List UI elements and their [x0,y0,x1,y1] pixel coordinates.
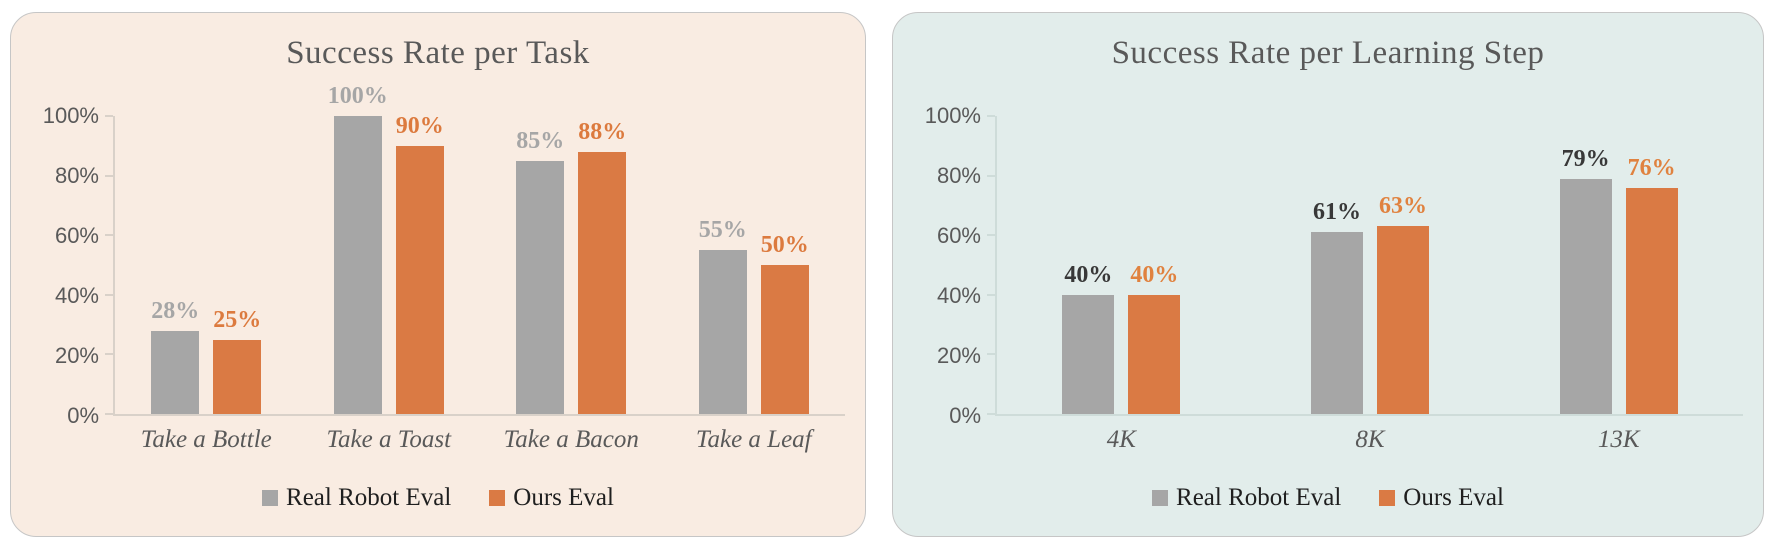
bar-real-robot-eval: 79% [1559,146,1612,414]
bar-value-label: 55% [698,217,747,244]
bar-value-label: 28% [151,297,200,324]
y-tick-label: 0% [67,403,99,428]
category-label: Take a Leaf [695,426,812,453]
bar-value-label: 61% [1313,199,1361,226]
legend: Real Robot Eval Ours Eval [913,484,1743,518]
bar-ours-eval: 76% [1625,155,1678,414]
category-label: Take a Bacon [503,426,639,453]
bar-pair: 100% 90% [328,83,444,414]
bar-value-label: 100% [327,83,388,109]
legend-item: Ours Eval [489,484,614,512]
chart-panel-success-rate-per-learning-step: Success Rate per Learning Step 0% 20% 40% 6… [892,12,1764,537]
y-tick-label: 20% [54,343,99,368]
legend-swatch [1152,490,1169,506]
bar-real-robot-eval: 61% [1311,199,1363,414]
chart-body: 0% 20% 40% 60% 80% 100% 40% 40% 4K 61% 63% 8K 79% 76… [913,105,1743,453]
y-tick-label: 20% [936,343,981,368]
bar-group: 61% 63% 8K [1246,116,1495,453]
legend-item: Real Robot Eval [262,484,451,512]
y-tick-label: 60% [936,223,981,248]
y-tick-label: 80% [54,163,99,188]
bar-pair: 28% 25% [151,116,262,414]
bar-real-robot-eval: 40% [1062,262,1115,414]
legend-label: Ours Eval [513,484,614,511]
y-tick-mark [105,353,113,356]
bar-group: 100% 90% Take a Toast [298,83,481,453]
y-tick-label: 100% [42,103,99,128]
y-tick-mark [105,234,113,237]
bar-group: 85% 88% Take a Bacon [480,116,663,453]
bar-pair: 55% 50% [698,116,809,414]
bar-pair: 85% 88% [516,116,627,414]
bar-group: 55% 50% Take a Leaf [663,116,846,453]
bar-group: 28% 25% Take a Bottle [115,116,298,453]
category-label: Take a Toast [326,426,452,453]
y-tick-label: 100% [924,103,981,128]
y-tick-mark [105,174,113,177]
chart-title: Success Rate per Learning Step [1111,35,1545,71]
bar-ours-eval: 88% [578,119,627,414]
y-tick-label: 60% [54,223,99,248]
chart-body: 0% 20% 40% 60% 80% 100% 28% 25% Take a Bottle 10… [31,83,846,453]
bar-value-label: 40% [1130,261,1179,288]
y-tick-mark [987,234,995,237]
bar-value-label: 88% [578,118,627,145]
bar-value-label: 50% [760,232,809,258]
category-label: 13K [1597,426,1640,453]
legend-label: Real Robot Eval [286,484,452,511]
legend-item: Ours Eval [1379,484,1504,512]
y-tick-mark [987,413,995,415]
bar-real-robot-eval: 28% [151,298,200,414]
y-tick-mark [105,293,113,296]
y-tick-label: 0% [949,403,981,428]
bar-group: 40% 40% 4K [997,116,1246,453]
bar-value-label: 63% [1379,193,1427,220]
bar-value-label: 25% [213,306,262,333]
y-tick-label: 40% [54,283,99,308]
legend-item: Real Robot Eval [1152,484,1341,512]
bar-group: 79% 76% 13K [1494,116,1743,453]
bar-pair: 61% 63% [1311,116,1429,414]
bar-real-robot-eval: 100% [328,83,388,414]
bar-real-robot-eval: 55% [698,217,747,414]
legend-label: Ours Eval [1403,484,1504,511]
bar-ours-eval: 90% [395,113,444,414]
bar-value-label: 40% [1064,261,1113,288]
legend-label: Real Robot Eval [1176,484,1342,511]
bar-ours-eval: 63% [1377,193,1429,414]
bar-value-label: 79% [1561,145,1610,172]
bar-ours-eval: 25% [213,307,262,414]
plot-area: 40% 40% 4K 61% 63% 8K 79% 76% 13K [987,115,1743,453]
bar-pair: 79% 76% [1559,116,1678,414]
legend-swatch [489,490,506,506]
bar-pair: 40% 40% [1062,116,1181,414]
y-tick-mark [987,115,995,117]
category-label: 4K [1106,426,1136,453]
y-tick-mark [987,293,995,296]
y-tick-mark [987,174,995,177]
y-tick-mark [105,413,113,415]
bar-real-robot-eval: 85% [516,128,565,414]
category-label: 8K [1355,426,1385,453]
bar-value-label: 85% [516,127,565,154]
y-axis: 0% 20% 40% 60% 80% 100% [913,105,995,427]
bar-value-label: 90% [395,112,444,139]
y-tick-label: 80% [936,163,981,188]
legend-swatch [262,490,279,506]
bar-ours-eval: 40% [1128,262,1181,414]
y-tick-mark [987,353,995,356]
bar-value-label: 76% [1627,154,1676,181]
y-tick-label: 40% [936,283,981,308]
y-axis: 0% 20% 40% 60% 80% 100% [31,105,113,427]
plot-area: 28% 25% Take a Bottle 100% 90% Take a Toast 85… [105,83,846,453]
y-tick-mark [105,115,113,117]
bar-ours-eval: 50% [760,232,809,414]
category-label: Take a Bottle [140,426,272,453]
chart-title: Success Rate per Task [286,35,590,71]
legend: Real Robot Eval Ours Eval [31,484,845,518]
legend-swatch [1379,490,1396,506]
chart-panel-success-rate-per-task: Success Rate per Task 0% 20% 40% 60% 80% 100%… [10,12,866,537]
